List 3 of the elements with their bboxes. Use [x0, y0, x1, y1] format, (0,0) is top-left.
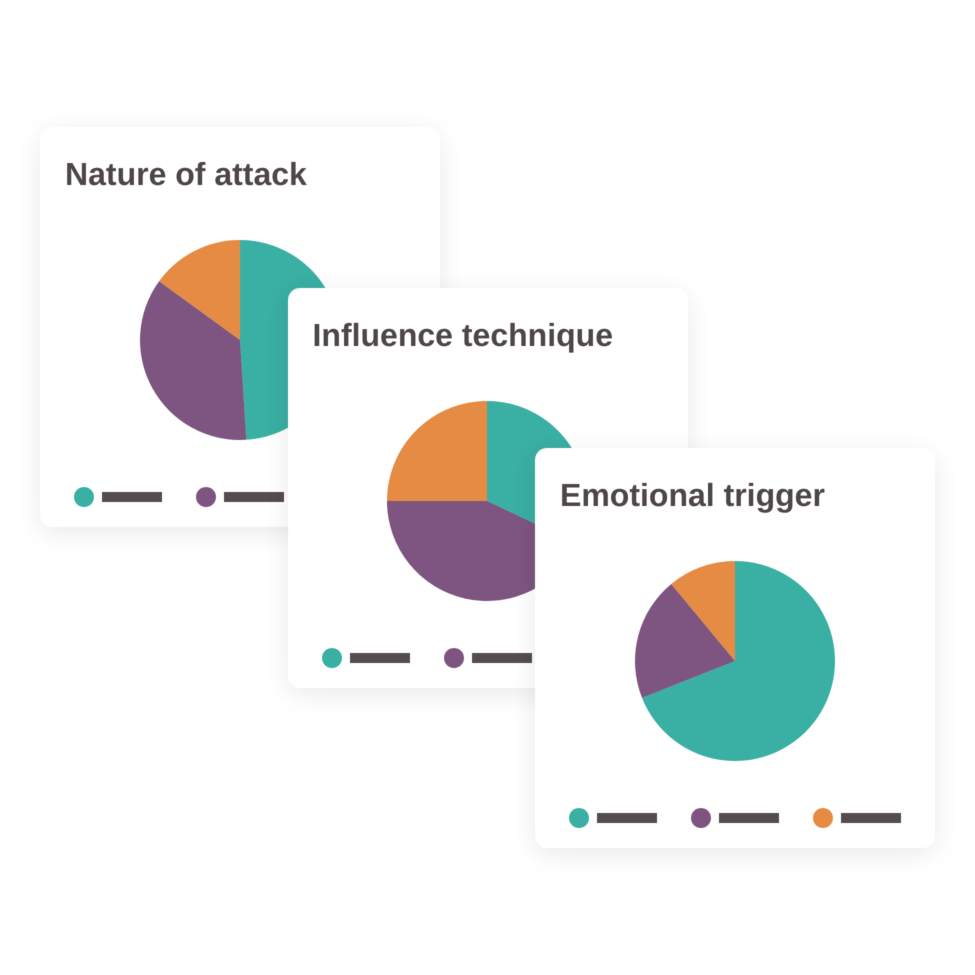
- chart-title: Influence technique: [312, 316, 613, 352]
- chart-title: Nature of attack: [65, 156, 307, 192]
- chart-title: Emotional trigger: [560, 477, 825, 513]
